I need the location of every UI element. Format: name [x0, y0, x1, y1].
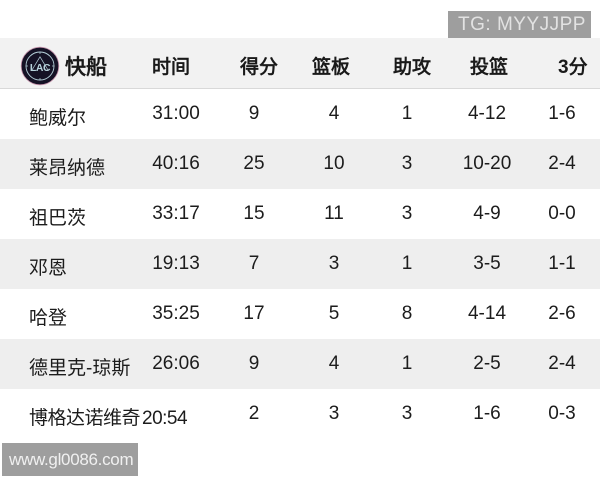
- svg-text:LAC: LAC: [30, 63, 51, 74]
